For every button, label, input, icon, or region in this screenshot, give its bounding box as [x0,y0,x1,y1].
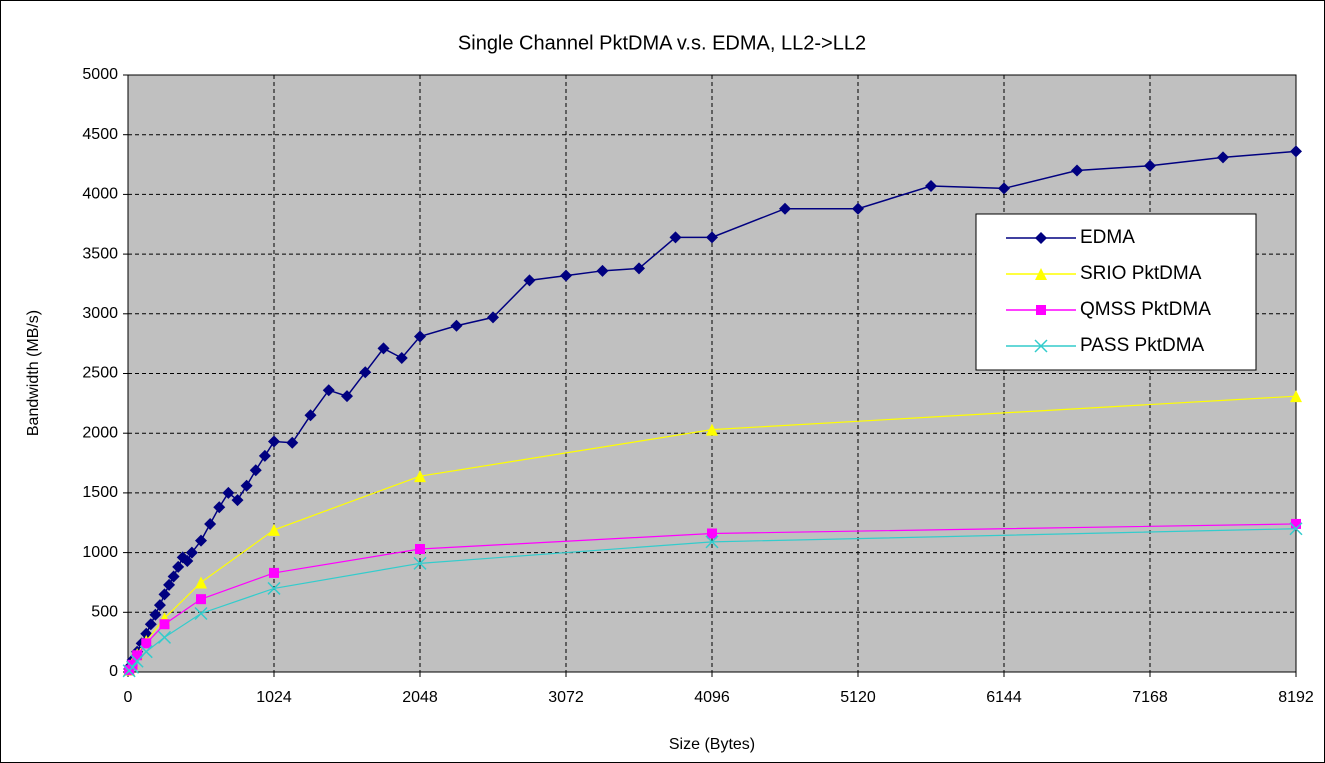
x-tick-label: 8192 [1278,689,1314,706]
marker [1035,232,1047,244]
marker [181,554,194,567]
marker [359,366,372,379]
y-tick-label: 2000 [82,424,118,441]
x-tick-label: 5120 [840,689,876,706]
x-tick-label: 0 [124,689,133,706]
x-axis-label: Size (Bytes) [669,736,755,753]
marker [1217,151,1229,164]
y-tick-label: 500 [91,604,118,621]
marker [159,619,170,630]
x-tick-label: 4096 [694,689,730,706]
marker [706,423,718,436]
marker [706,231,718,244]
marker [414,330,426,343]
marker [560,269,572,282]
marker [1035,268,1047,280]
marker [1034,339,1048,353]
marker [1144,159,1156,172]
marker [1291,518,1301,529]
marker [139,645,153,659]
marker [267,581,281,595]
marker [195,534,207,547]
marker [153,599,166,612]
marker [249,464,262,477]
marker [852,202,864,215]
legend-label: SRIO PktDMA [1080,263,1202,284]
marker [413,556,427,570]
marker [523,274,536,287]
marker [268,523,280,536]
marker [450,319,463,332]
marker [1290,145,1302,158]
marker [487,311,499,324]
marker [1289,522,1303,536]
marker [707,528,717,539]
marker [1290,390,1302,403]
marker [286,436,299,449]
y-tick-label: 3500 [82,245,118,262]
legend-box [975,213,1257,371]
marker [158,588,171,601]
marker [141,638,152,649]
marker [322,384,335,397]
marker [149,608,162,621]
marker [157,630,172,644]
x-tick-label: 2048 [402,689,438,706]
marker [194,606,208,621]
x-tick-label: 6144 [986,689,1022,706]
marker [925,180,937,193]
y-tick-label: 3000 [82,305,118,322]
x-tick-label: 1024 [256,689,292,706]
y-tick-label: 4000 [82,186,118,203]
marker [414,470,426,483]
marker [415,544,425,555]
y-tick-label: 1500 [82,484,118,501]
marker [269,567,279,578]
marker [633,262,645,275]
marker [144,618,157,631]
marker [196,594,206,605]
x-tick-label: 3072 [548,689,584,706]
marker [395,351,408,364]
marker [669,231,682,244]
x-tick-label: 7168 [1132,689,1168,706]
legend-label: PASS PktDMA [1080,335,1205,356]
marker [195,576,207,589]
marker [1036,305,1046,315]
marker [132,650,143,661]
marker [213,501,226,514]
marker [596,264,609,277]
marker [172,560,185,573]
marker [126,660,140,674]
marker [163,578,176,591]
marker [222,486,235,499]
marker [779,202,791,215]
y-tick-label: 1000 [82,544,118,561]
y-tick-label: 2500 [82,365,118,382]
marker [998,182,1010,195]
y-tick-label: 5000 [82,66,118,83]
y-tick-label: 0 [109,663,118,680]
marker [705,535,719,549]
marker [240,479,253,492]
y-tick-label: 4500 [82,126,118,143]
marker [258,449,271,462]
y-axis-label: Bandwidth (MB/s) [25,310,42,436]
legend-label: EDMA [1080,227,1135,248]
marker [231,494,244,507]
marker [304,409,317,422]
marker [204,517,217,530]
marker [341,390,353,403]
marker [377,342,390,355]
marker [185,546,198,559]
marker [268,435,280,448]
marker [167,570,180,583]
legend-label: QMSS PktDMA [1080,299,1211,320]
plot-border [127,74,1297,673]
marker [1071,164,1083,177]
chart-title: Single Channel PktDMA v.s. EDMA, LL2->LL… [458,32,866,54]
